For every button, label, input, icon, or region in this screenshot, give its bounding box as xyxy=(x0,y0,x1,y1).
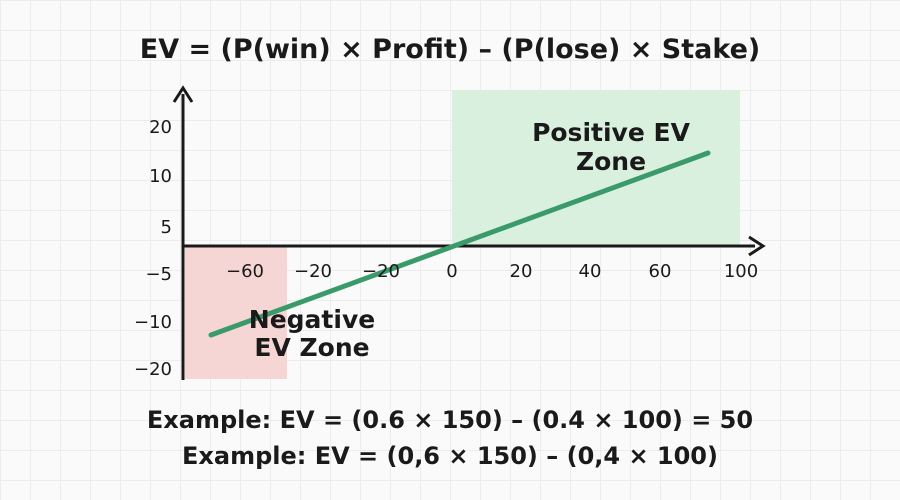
ev-line xyxy=(208,150,711,338)
y-tick-labels: 20 10 5 −5 −10 −20 xyxy=(134,117,172,380)
y-tick-label: 20 xyxy=(149,117,172,138)
positive-zone-label: Positive EV Zone xyxy=(532,118,691,176)
formula-title: EV = (P(win) × Profit) – (P(lose) × Stak… xyxy=(140,34,761,65)
x-tick-label: 0 xyxy=(446,261,457,282)
y-tick-label: −5 xyxy=(145,264,172,285)
negative-zone-label-line: Negative xyxy=(249,305,375,334)
x-tick-label: 40 xyxy=(579,261,602,282)
x-tick-labels: −60 −20 −20 0 20 40 60 100 xyxy=(226,261,758,282)
example-line-2: Example: EV = (0,6 × 150) – (0,4 × 100) xyxy=(182,442,718,470)
x-tick-label: −20 xyxy=(294,261,332,282)
x-tick-label: 60 xyxy=(649,261,672,282)
x-tick-label: −20 xyxy=(362,261,400,282)
x-tick-label: 20 xyxy=(510,261,533,282)
positive-ev-zone xyxy=(452,90,740,247)
x-tick-label: −60 xyxy=(226,261,264,282)
negative-zone-label: Negative EV Zone xyxy=(249,305,375,362)
example-line-1: Example: EV = (0.6 × 150) – (0.4 × 100) … xyxy=(147,406,753,434)
positive-zone-label-line: Positive EV xyxy=(532,118,691,147)
x-tick-label: 100 xyxy=(724,261,758,282)
y-tick-label: −10 xyxy=(134,312,172,333)
y-axis-arrow-icon xyxy=(172,85,194,103)
x-axis-arrow-icon xyxy=(748,235,766,257)
y-tick-label: −20 xyxy=(134,359,172,380)
positive-zone-label-line: Zone xyxy=(576,147,646,176)
y-tick-label: 5 xyxy=(161,217,172,238)
y-tick-label: 10 xyxy=(149,166,172,187)
negative-zone-label-line: EV Zone xyxy=(254,333,369,362)
